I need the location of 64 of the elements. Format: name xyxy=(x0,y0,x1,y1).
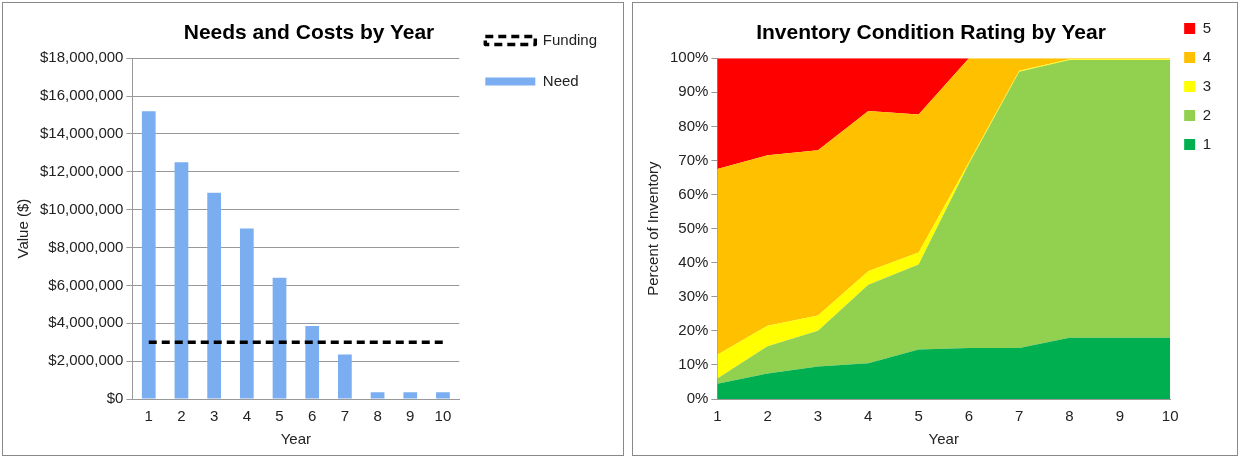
y-tick-label: 40% xyxy=(678,252,709,270)
y-tick-label: 70% xyxy=(678,150,709,168)
x-tick-label: 9 xyxy=(1115,407,1125,425)
y-tick-label: $0 xyxy=(106,389,124,407)
x-tick-label: 10 xyxy=(1161,407,1179,425)
bar xyxy=(436,392,450,399)
legend-label: 4 xyxy=(1202,47,1211,65)
x-tick-label: 7 xyxy=(340,407,350,425)
y-tick-label: 0% xyxy=(686,389,709,407)
legend-label: 1 xyxy=(1202,134,1211,152)
x-tick-label: 2 xyxy=(177,407,186,425)
x-tick-label: 2 xyxy=(763,407,772,425)
legend-label: 5 xyxy=(1202,18,1211,36)
x-axis-title: Year xyxy=(280,430,312,448)
y-axis-title: Value ($) xyxy=(14,198,32,259)
chart-title: Inventory Condition Rating by Year xyxy=(756,20,1106,44)
x-tick-label: 4 xyxy=(242,407,251,425)
x-tick-label: 4 xyxy=(864,407,873,425)
y-axis-title: Percent of Inventory xyxy=(644,160,662,296)
x-tick-label: 6 xyxy=(308,407,317,425)
legend-label: 3 xyxy=(1202,76,1211,94)
x-axis-title: Year xyxy=(928,430,959,448)
x-tick-label: 9 xyxy=(406,407,415,425)
x-tick-label: 5 xyxy=(275,407,284,425)
y-tick-label: $4,000,000 xyxy=(48,313,124,331)
legend-label: Funding xyxy=(542,30,598,48)
y-tick-label: $18,000,000 xyxy=(39,48,124,66)
x-tick-label: 10 xyxy=(434,407,452,425)
y-tick-label: 60% xyxy=(678,184,709,202)
x-tick-label: 7 xyxy=(1015,407,1024,425)
bar xyxy=(370,392,385,399)
y-tick-label: $14,000,000 xyxy=(39,124,124,142)
bar xyxy=(239,228,254,399)
x-tick-label: 5 xyxy=(914,407,923,425)
bar xyxy=(272,277,287,399)
bar xyxy=(207,192,221,399)
x-tick-label: 1 xyxy=(144,407,153,425)
x-tick-label: 8 xyxy=(1065,407,1074,425)
bar xyxy=(305,326,320,399)
bar xyxy=(403,392,418,399)
y-tick-label: $8,000,000 xyxy=(48,237,124,255)
y-tick-label: 30% xyxy=(678,286,709,304)
y-tick-label: 80% xyxy=(678,116,709,134)
y-tick-label: 90% xyxy=(678,82,709,100)
bar xyxy=(338,354,352,399)
x-tick-label: 3 xyxy=(813,407,823,425)
y-tick-label: $12,000,000 xyxy=(39,161,124,179)
legend-label: 2 xyxy=(1202,105,1211,123)
y-tick-label: $6,000,000 xyxy=(48,275,124,293)
bar xyxy=(141,111,156,399)
y-tick-label: $16,000,000 xyxy=(39,86,124,104)
y-tick-label: $10,000,000 xyxy=(39,199,124,217)
x-tick-label: 8 xyxy=(373,407,382,425)
x-tick-label: 1 xyxy=(713,407,722,425)
x-tick-label: 3 xyxy=(209,407,219,425)
y-tick-label: 50% xyxy=(678,218,709,236)
legend-label: Need xyxy=(542,71,579,89)
y-tick-label: 10% xyxy=(678,355,709,373)
chart-title: Needs and Costs by Year xyxy=(183,20,435,44)
y-tick-label: 100% xyxy=(669,48,709,66)
bar xyxy=(174,162,189,399)
x-tick-label: 6 xyxy=(964,407,974,425)
y-tick-label: 20% xyxy=(678,320,709,338)
y-tick-label: $2,000,000 xyxy=(48,351,124,369)
